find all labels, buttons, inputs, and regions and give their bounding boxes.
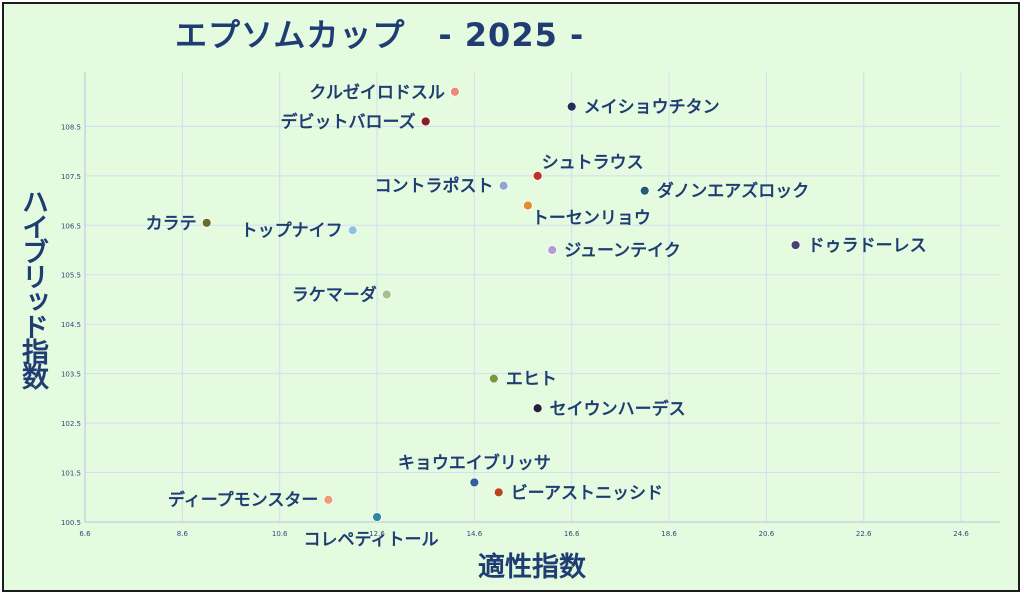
data-point [547,245,558,255]
y-axis-label: ハイブリッド指数 [17,188,48,388]
data-point [488,373,499,384]
data-point [323,494,334,505]
data-point [790,240,801,250]
data-point [469,477,480,488]
chart-title: エプソムカップ - 2025 - [175,16,585,54]
data-point [381,289,392,300]
data-point [498,180,509,191]
data-point [639,185,650,196]
data-point-label: ディープモンスター [168,490,318,511]
data-point-label: ビーアストニッシド [511,483,663,503]
data-point-label: トーセンリョウ [532,209,651,229]
x-tick-label: 8.6 [177,530,189,538]
x-tick-label: 22.6 [856,530,872,538]
y-tick-label: 108.5 [61,123,81,131]
x-tick-label: 12.6 [369,530,385,538]
x-tick-label: 10.6 [272,530,288,538]
x-tick-label: 18.6 [661,530,677,538]
x-tick-label: 6.6 [79,530,91,538]
data-point [522,200,533,211]
data-point-label: ドゥラドーレス [808,236,927,256]
data-point-label: メイショウチタン [584,98,720,118]
y-tick-label: 103.5 [61,371,81,379]
data-point-label: コントラポスト [375,176,494,197]
data-point [201,217,212,228]
data-point-label: クルゼイロドスル [309,82,445,103]
data-point [420,116,431,127]
x-axis-label: 適性指数 [478,552,586,583]
data-point-label: ラケマーダ [292,285,377,306]
data-point-label: デビットバローズ [281,111,416,132]
data-point-label: キョウエイブリッサ [398,452,551,473]
data-point [347,225,358,236]
data-point [532,403,543,414]
data-point [532,170,543,181]
data-point-label: シュトラウス [542,153,644,173]
y-tick-label: 102.5 [61,420,81,428]
data-point [372,512,382,522]
x-tick-label: 20.6 [759,530,775,538]
y-tick-label: 101.5 [61,470,81,478]
data-point [566,101,577,112]
data-point-label: ジューンテイク [564,241,681,261]
y-tick-label: 100.5 [61,519,81,527]
data-point-label: カラテ [146,214,197,234]
y-tick-label: 107.5 [61,173,81,181]
data-point-label: コレペティトール [304,530,439,550]
x-tick-label: 16.6 [564,530,580,538]
x-tick-label: 14.6 [467,530,483,538]
data-point-label: エヒト [506,370,557,390]
data-point-label: ダノンエアズロック [657,181,810,202]
x-tick-label: 24.6 [953,530,969,538]
data-point-label: セイウンハーデス [550,398,686,419]
y-tick-label: 104.5 [61,321,81,329]
data-point-label: トップナイフ [241,220,343,241]
data-point [449,86,460,97]
y-tick-label: 105.5 [61,272,81,280]
y-tick-label: 106.5 [61,222,81,230]
data-point [493,487,504,498]
